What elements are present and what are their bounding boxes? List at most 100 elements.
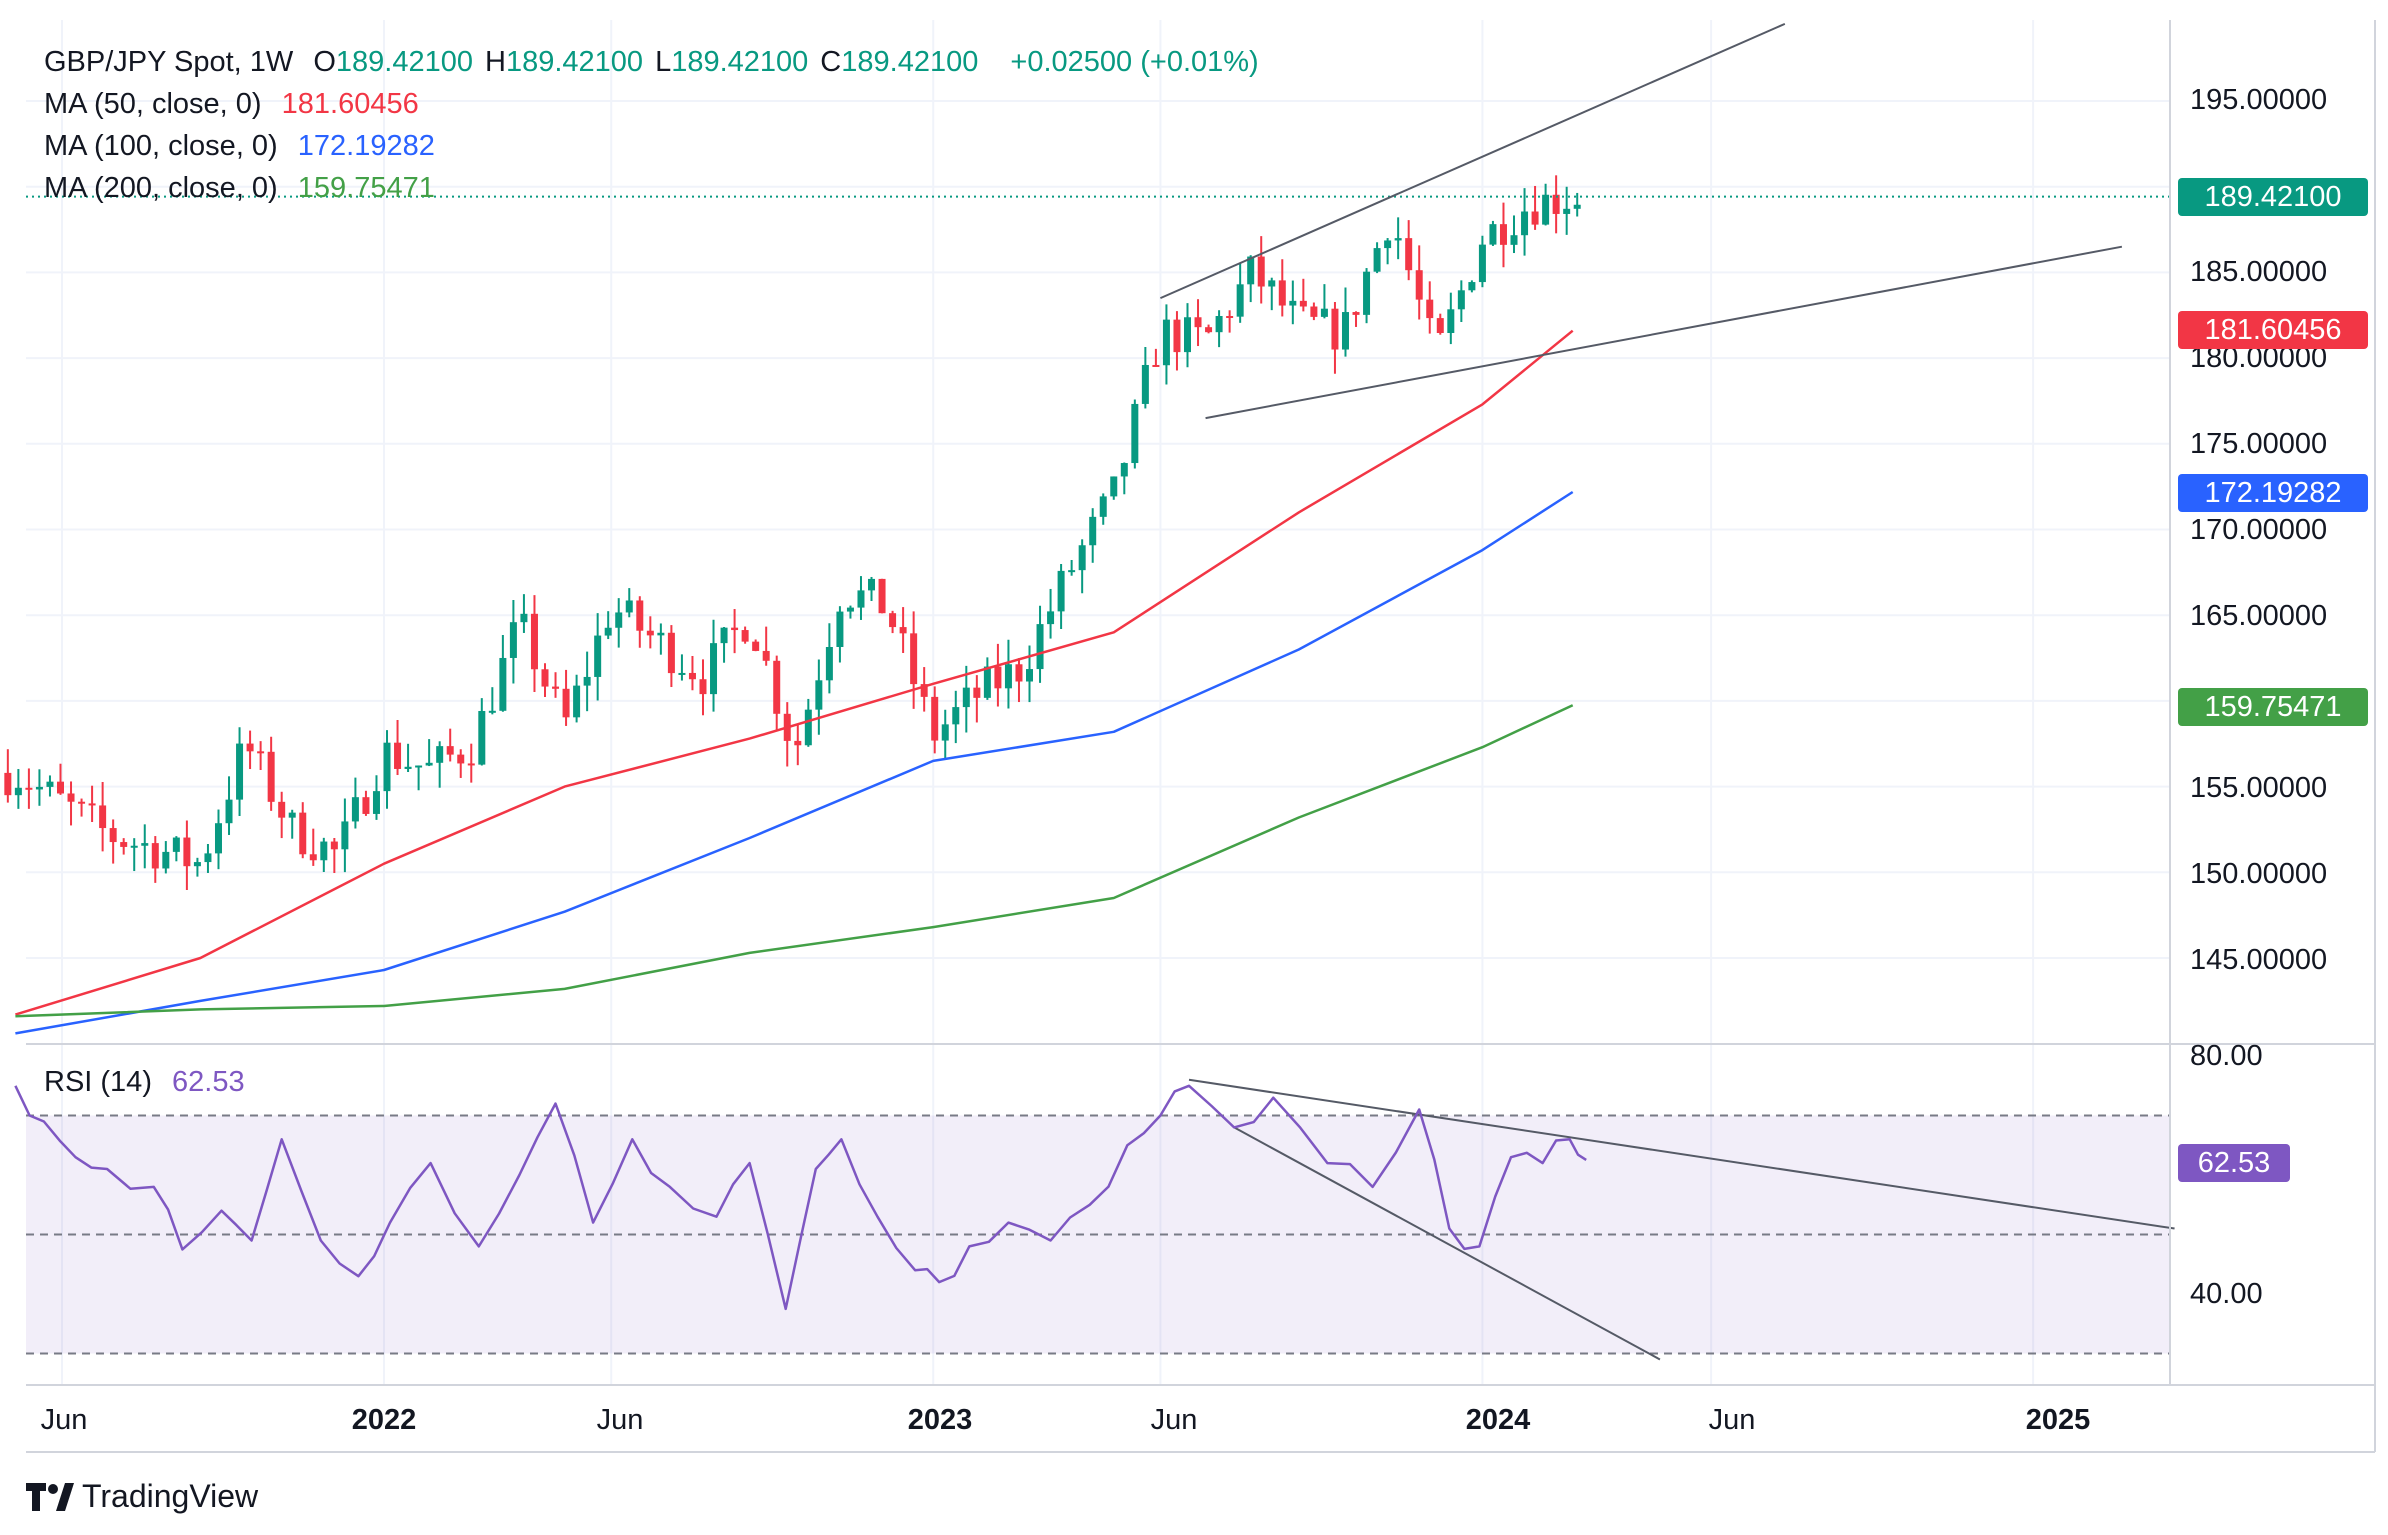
- candle-body: [278, 801, 286, 818]
- candle-body: [1573, 204, 1581, 209]
- ma100-value: 172.19282: [297, 130, 435, 162]
- candle-body: [931, 696, 939, 741]
- candle-body: [204, 853, 212, 863]
- candle-body: [1352, 312, 1360, 315]
- y-tick: 195.00000: [2190, 84, 2328, 116]
- candle-body: [794, 740, 802, 746]
- candle-body: [1162, 319, 1170, 366]
- ma200-label: MA (200, close, 0): [44, 172, 278, 204]
- rsi-trendline: [1233, 1126, 1661, 1361]
- candle-body: [67, 793, 75, 802]
- x-tick: 2023: [907, 1404, 973, 1436]
- candle-body: [120, 842, 128, 847]
- candle-body: [1415, 270, 1423, 300]
- last-price-tag: 189.42100: [2178, 178, 2368, 216]
- candle-body: [14, 787, 22, 796]
- candle-body: [1047, 611, 1055, 625]
- ma50-price-tag: 181.60456: [2178, 311, 2368, 349]
- main-legend: GBP/JPY Spot, 1W O189.42100 H189.42100 L18…: [44, 46, 1271, 79]
- rsi-value-tag: 62.53: [2178, 1144, 2290, 1182]
- candle-body: [899, 627, 907, 634]
- candle-body: [573, 685, 581, 718]
- rsi-value: 62.53: [172, 1066, 245, 1098]
- candle-body: [1542, 194, 1550, 225]
- y-tick: 145.00000: [2190, 944, 2328, 976]
- candle-body: [973, 687, 981, 698]
- candle-body: [109, 828, 117, 843]
- candle-body: [1341, 312, 1349, 350]
- candle-body: [699, 679, 707, 695]
- ma100-legend: MA (100, close, 0) 172.19282: [44, 130, 447, 163]
- candle-body: [920, 684, 928, 697]
- candle-body: [667, 632, 675, 674]
- candle-body: [1004, 664, 1012, 689]
- y-tick: 150.00000: [2190, 858, 2328, 890]
- candle-body: [1426, 299, 1434, 319]
- candle-body: [309, 854, 317, 861]
- candle-body: [1089, 516, 1097, 546]
- candle-body: [1036, 624, 1044, 670]
- candle-body: [25, 787, 33, 790]
- candle-body: [1331, 308, 1339, 350]
- candle-body: [1173, 319, 1181, 353]
- candle-body: [1078, 545, 1086, 571]
- candle-body: [678, 672, 686, 675]
- candle-body: [225, 799, 233, 824]
- moving-averages: [15, 329, 1574, 1035]
- ma-line: [15, 329, 1574, 1016]
- tradingview-logo[interactable]: TradingView: [26, 1478, 258, 1515]
- candlesticks: [4, 175, 2170, 890]
- candle-body: [257, 751, 265, 754]
- candle-body: [88, 803, 96, 806]
- candle-body: [141, 843, 149, 846]
- candle-body: [857, 590, 865, 608]
- rsi-band-area: [26, 1114, 2170, 1355]
- candle-body: [1110, 476, 1118, 497]
- candle-body: [288, 812, 296, 818]
- candle-body: [1447, 309, 1455, 333]
- x-tick: Jun: [1708, 1404, 1756, 1436]
- candle-body: [994, 666, 1002, 689]
- ma200-price-tag: 159.75471: [2178, 688, 2368, 726]
- candle-body: [1120, 463, 1128, 477]
- ohlc-value: 189.42100: [671, 46, 809, 78]
- candle-body: [1152, 364, 1160, 367]
- ma-line: [15, 490, 1574, 1035]
- candle-body: [183, 837, 191, 867]
- candle-body: [1552, 194, 1560, 214]
- ma200-legend: MA (200, close, 0) 159.75471: [44, 172, 447, 205]
- candle-body: [56, 781, 64, 794]
- ma50-value: 181.60456: [281, 88, 419, 120]
- candle-body: [1310, 306, 1318, 317]
- candle-body: [646, 630, 654, 636]
- candle-body: [836, 611, 844, 647]
- candle-body: [688, 672, 696, 680]
- candle-body: [941, 724, 949, 741]
- candle-body: [1320, 308, 1328, 317]
- candle-body: [1521, 211, 1529, 236]
- candle-body: [1457, 290, 1465, 310]
- candle-body: [1289, 300, 1297, 306]
- x-tick: 2025: [2025, 1404, 2091, 1436]
- candle-body: [35, 786, 43, 790]
- candle-body: [236, 743, 244, 800]
- candle-body: [583, 676, 591, 686]
- candle-body: [1205, 327, 1213, 333]
- candle-body: [1131, 403, 1139, 464]
- price-trendline: [1205, 245, 2123, 420]
- candle-body: [341, 821, 349, 850]
- candle-body: [1436, 318, 1444, 333]
- price-trendline: [1160, 22, 1786, 300]
- candle-body: [478, 710, 486, 765]
- candle-body: [889, 613, 897, 628]
- candle-body: [4, 772, 12, 796]
- candle-body: [1236, 284, 1244, 317]
- candle-body: [615, 612, 623, 628]
- candle-body: [878, 578, 886, 614]
- candle-body: [383, 742, 391, 792]
- y-tick: 185.00000: [2190, 256, 2328, 288]
- ohlc-value: 189.42100: [841, 46, 979, 78]
- candle-body: [1194, 317, 1202, 328]
- y-tick: 165.00000: [2190, 600, 2328, 632]
